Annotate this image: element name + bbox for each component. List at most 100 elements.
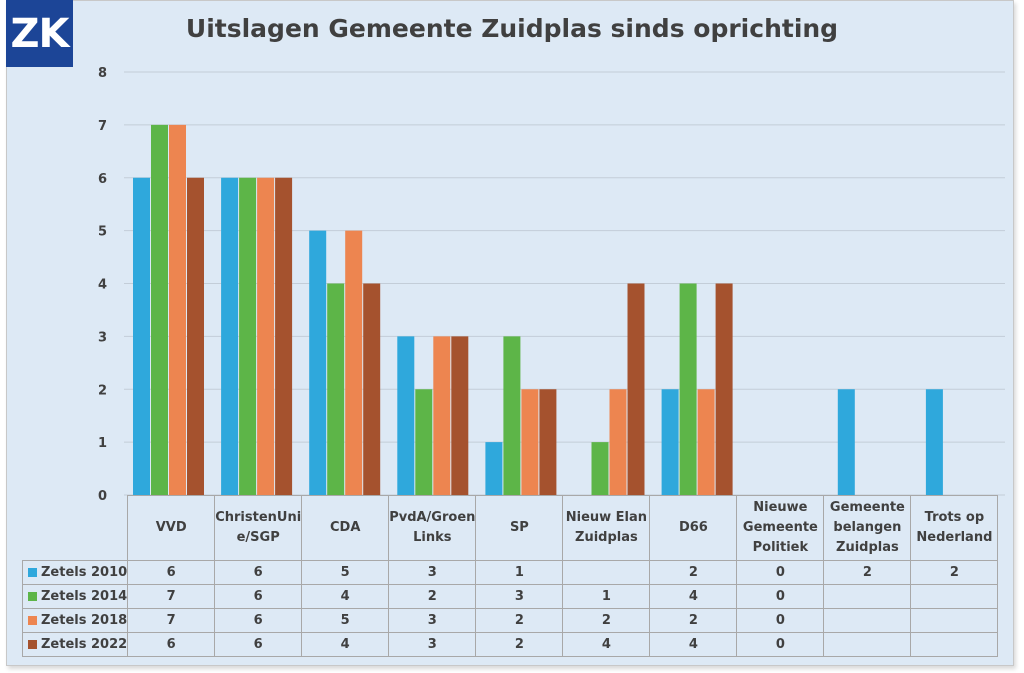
bar-zetels-2018 (521, 389, 539, 495)
y-tick-label: 6 (98, 172, 107, 187)
bar-zetels-2014 (679, 283, 697, 495)
category-label: Gemeente belangen Zuidplas (823, 495, 912, 561)
data-table: VVD ChristenUni e/SGP CDA PvdA/Groen Links S… (21, 495, 999, 657)
bar-zetels-2010 (221, 177, 239, 495)
table-cell: 0 (736, 631, 825, 657)
bar-zetels-2014 (239, 177, 257, 495)
table-cell: 4 (301, 631, 390, 657)
chart-title: Uitslagen Gemeente Zuidplas sinds oprich… (185, 14, 839, 43)
legend-swatch (28, 591, 37, 601)
bar-zetels-2010 (837, 389, 855, 495)
legend-swatch (28, 639, 37, 649)
table-cell: 3 (388, 631, 477, 657)
bar-zetels-2014 (591, 442, 609, 495)
table-cell: 0 (736, 607, 825, 633)
bar-zetels-2018 (697, 389, 715, 495)
table-cell: 7 (127, 607, 216, 633)
category-label: VVD (127, 495, 216, 561)
category-label: Nieuw Elan Zuidplas (562, 495, 651, 561)
category-label: ChristenUni e/SGP (214, 495, 303, 561)
table-cell: 6 (127, 631, 216, 657)
legend-label: Zetels 2010 (41, 564, 128, 580)
table-row: Zetels 2014 7 6 4 2 3 1 4 0 (21, 583, 999, 609)
bar-zetels-2010 (133, 177, 150, 495)
legend-label: Zetels 2014 (41, 588, 128, 604)
legend-label: Zetels 2018 (41, 612, 128, 628)
table-cell (910, 607, 999, 633)
table-cell: 4 (562, 631, 651, 657)
table-cell (910, 631, 999, 657)
table-cell (823, 607, 912, 633)
category-label: SP (475, 495, 564, 561)
table-cell: 3 (388, 559, 477, 585)
bar-zetels-2010 (925, 389, 943, 495)
table-row: Zetels 2010 6 6 5 3 1 2 0 2 2 (21, 559, 999, 585)
y-tick-label: 7 (98, 119, 107, 134)
bar-zetels-2010 (485, 442, 503, 495)
table-cell (823, 631, 912, 657)
table-cell: 4 (649, 631, 738, 657)
legend-swatch (28, 615, 37, 625)
table-cell: 6 (214, 559, 303, 585)
category-label: Nieuwe Gemeente Politiek (736, 495, 825, 561)
bar-zetels-2010 (397, 336, 415, 495)
bar-zetels-2010 (661, 389, 679, 495)
y-tick-label: 8 (98, 66, 107, 81)
table-cell: 2 (562, 607, 651, 633)
table-cell: 2 (649, 559, 738, 585)
category-label: CDA (301, 495, 390, 561)
table-cell (562, 559, 651, 585)
y-tick-label: 4 (98, 278, 107, 293)
bar-zetels-2022 (627, 283, 645, 495)
table-cell: 0 (736, 583, 825, 609)
table-cell: 5 (301, 607, 390, 633)
table-cell: 6 (214, 631, 303, 657)
bar-zetels-2022 (539, 389, 557, 495)
y-tick-label: 2 (98, 383, 107, 398)
table-cell: 2 (475, 607, 564, 633)
table-cell: 2 (649, 607, 738, 633)
bar-zetels-2018 (609, 389, 627, 495)
bar-zetels-2022 (275, 177, 293, 495)
table-row: Zetels 2022 6 6 4 3 2 4 4 0 (21, 631, 999, 657)
y-tick-label: 3 (98, 330, 107, 345)
bar-zetels-2022 (187, 177, 204, 495)
table-cell: 2 (910, 559, 999, 585)
bar-zetels-2014 (327, 283, 345, 495)
table-row: Zetels 2018 7 6 5 3 2 2 2 0 (21, 607, 999, 633)
y-tick-label: 5 (98, 225, 107, 240)
bar-zetels-2022 (715, 283, 733, 495)
category-label: PvdA/Groen Links (388, 495, 477, 561)
table-cell: 1 (562, 583, 651, 609)
table-cell: 3 (388, 607, 477, 633)
table-cell: 4 (649, 583, 738, 609)
bar-zetels-2018 (345, 230, 363, 495)
table-cell: 4 (301, 583, 390, 609)
bar-zetels-2014 (503, 336, 521, 495)
table-cell: 5 (301, 559, 390, 585)
category-label: D66 (649, 495, 738, 561)
bar-zetels-2018 (169, 124, 186, 495)
y-tick-label: 1 (98, 436, 107, 451)
table-cell: 7 (127, 583, 216, 609)
table-cell: 1 (475, 559, 564, 585)
table-cell: 3 (475, 583, 564, 609)
table-cell: 6 (214, 583, 303, 609)
table-cell: 2 (388, 583, 477, 609)
table-cell: 2 (823, 559, 912, 585)
table-cell: 0 (736, 559, 825, 585)
bar-zetels-2022 (451, 336, 469, 495)
category-label: Trots op Nederland (910, 495, 999, 561)
bar-zetels-2018 (257, 177, 275, 495)
bar-zetels-2018 (433, 336, 451, 495)
zk-logo: ZK (6, 0, 73, 67)
legend-label: Zetels 2022 (41, 636, 128, 652)
bar-zetels-2014 (415, 389, 433, 495)
legend-swatch (28, 567, 37, 577)
table-cell: 6 (214, 607, 303, 633)
bar-zetels-2010 (309, 230, 327, 495)
table-cell (910, 583, 999, 609)
bar-zetels-2022 (363, 283, 381, 495)
table-cell: 2 (475, 631, 564, 657)
